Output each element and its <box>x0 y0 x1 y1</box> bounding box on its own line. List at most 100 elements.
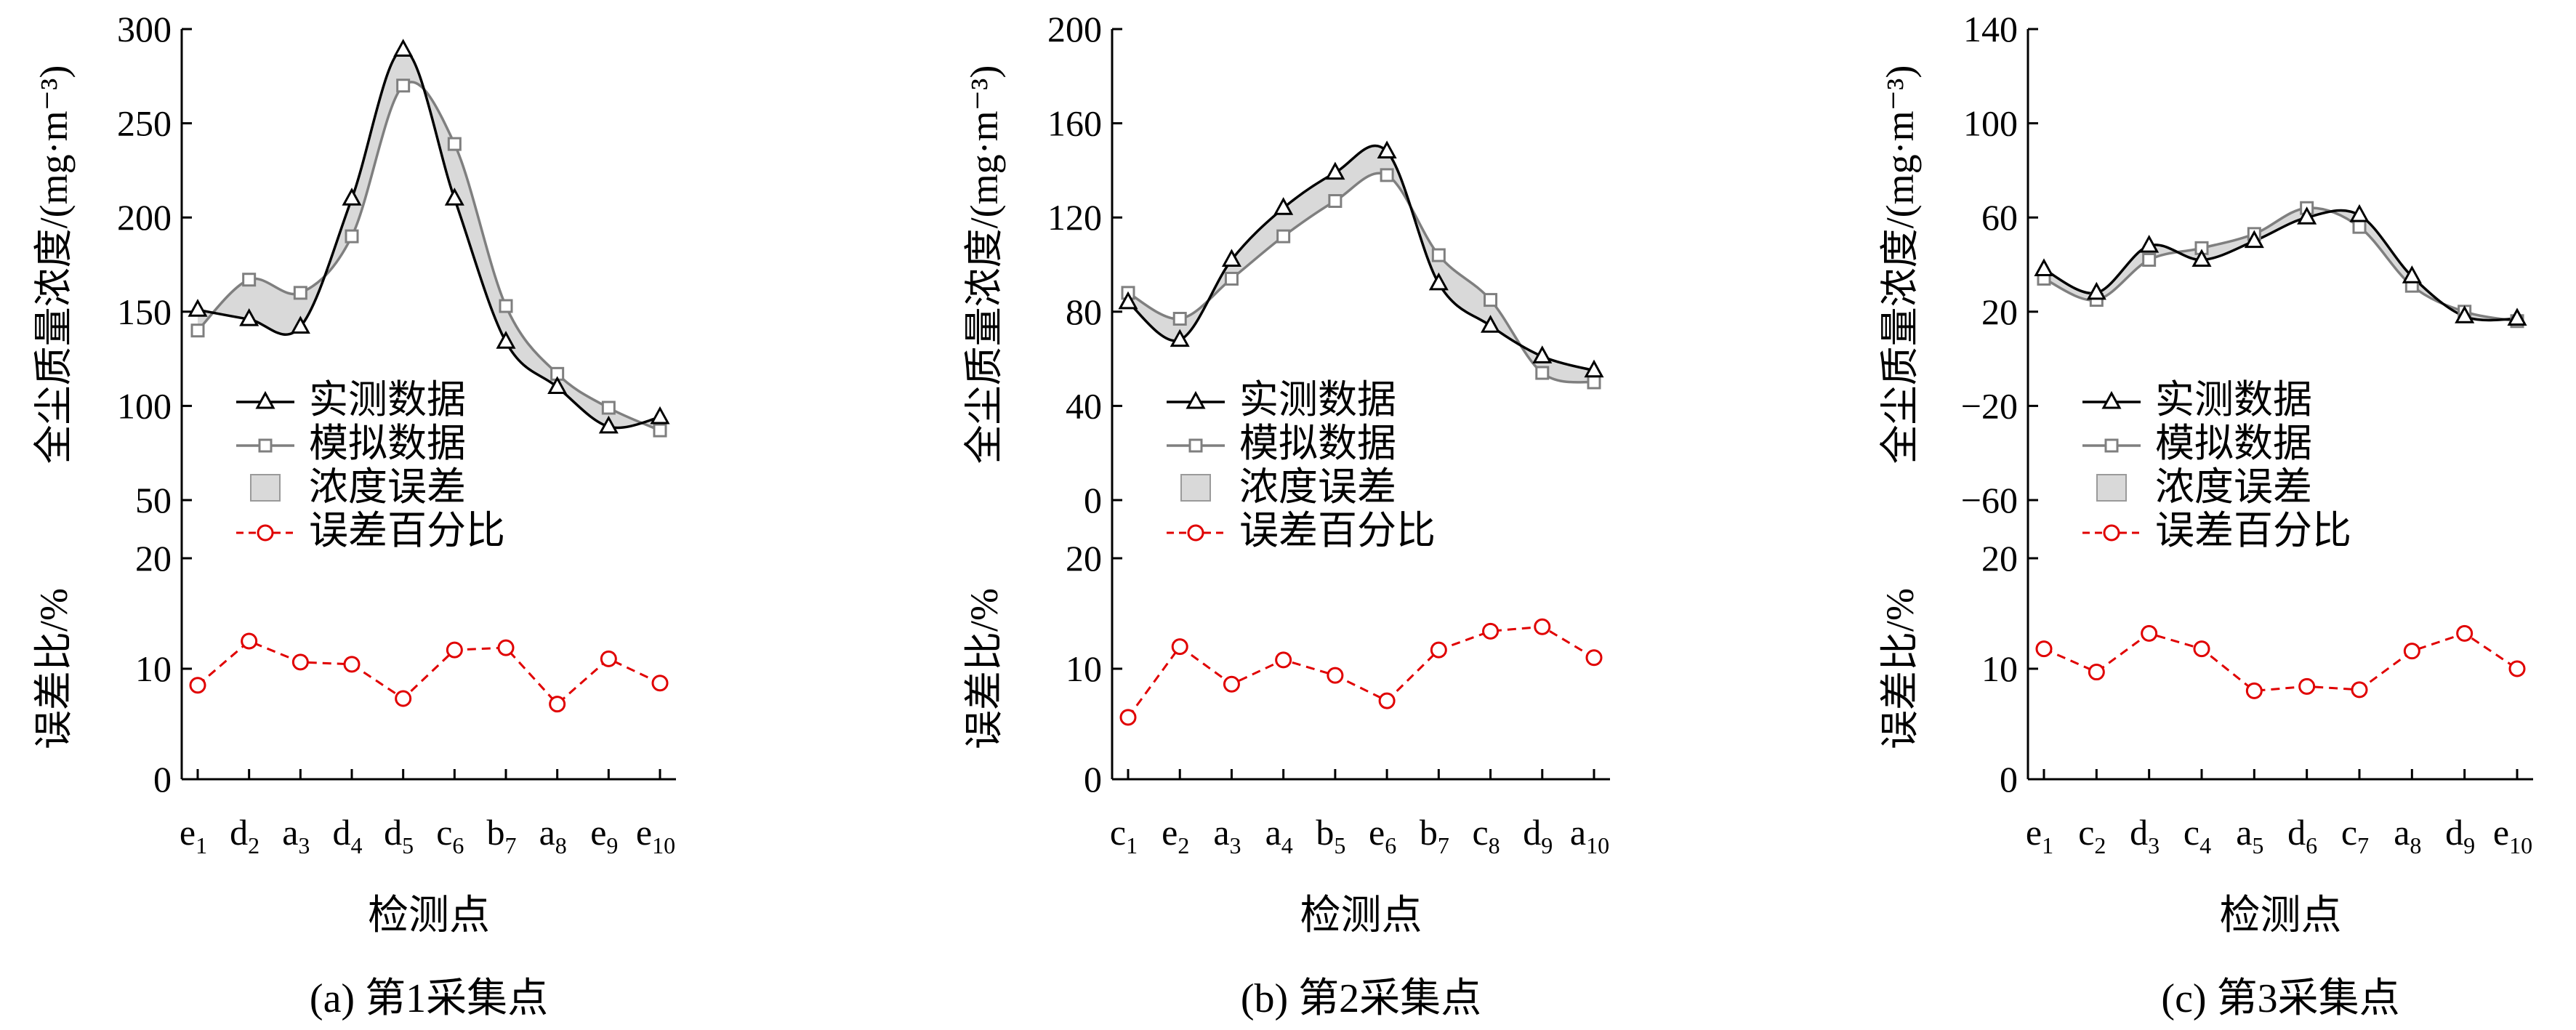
measured-point <box>239 308 259 326</box>
bottom-y-axis-title: 误差比/% <box>32 588 76 749</box>
bottom-y-axis-title: 误差比/% <box>1878 588 1922 749</box>
bottom-y-tick-label: 20 <box>1981 538 2018 579</box>
x-tick-label: d4 <box>333 812 363 858</box>
x-tick-label: e9 <box>590 812 618 858</box>
top-y-axis-title: 全尘质量浓度/(mg·m⁻³) <box>1878 65 1922 464</box>
measured-point <box>1273 197 1294 215</box>
percent-point <box>291 653 309 671</box>
legend-band-swatch <box>1180 474 1211 502</box>
measured-point <box>650 406 670 425</box>
percent-point <box>2141 624 2158 642</box>
x-tick-label: a3 <box>282 812 310 858</box>
measured-point <box>393 39 414 57</box>
bottom-y-tick-label: 0 <box>2000 759 2018 800</box>
x-tick-label: d3 <box>2130 812 2160 858</box>
percent-point <box>2298 677 2316 695</box>
top-y-tick-label: 100 <box>117 385 172 426</box>
top-y-tick-label: 200 <box>1047 9 1102 49</box>
legend-percent-label: 误差百分比 <box>2155 509 2351 552</box>
bottom-y-tick-label: 10 <box>135 648 172 689</box>
top-y-tick-label: 100 <box>1963 103 2018 144</box>
top-y-tick-label: 60 <box>1981 197 2018 238</box>
percent-point <box>1534 618 1551 635</box>
x-tick-label: a4 <box>1265 812 1293 858</box>
panel-caption: (b) 第2采集点 <box>1241 976 1481 1021</box>
simulated-point <box>1380 168 1394 182</box>
x-tick-label: c2 <box>2078 812 2106 858</box>
simulated-point <box>1587 375 1601 390</box>
x-tick-label: d9 <box>2445 812 2475 858</box>
x-tick-label: c1 <box>1110 812 1138 858</box>
measured-point <box>1118 291 1138 310</box>
x-tick-label: e1 <box>2026 812 2053 858</box>
measured-point <box>547 376 568 394</box>
x-tick-label: b7 <box>487 812 517 858</box>
measured-point <box>496 331 516 349</box>
percent-point <box>189 677 206 694</box>
x-tick-label: b7 <box>1420 812 1449 858</box>
top-y-tick-label: 0 <box>1084 480 1102 520</box>
percent-point <box>2508 660 2526 677</box>
legend-band-swatch <box>2096 474 2127 502</box>
legend-simulated-marker <box>1188 438 1203 453</box>
bottom-y-tick-label: 0 <box>153 759 172 800</box>
top-y-tick-label: 50 <box>135 480 172 520</box>
x-tick-label: e10 <box>2493 812 2532 858</box>
legend-simulated-label: 模拟数据 <box>1239 422 1396 465</box>
legend-percent-marker <box>257 524 274 542</box>
measured-point <box>1428 272 1449 291</box>
measured-point <box>1325 161 1345 180</box>
simulated-point <box>1535 366 1550 380</box>
legend-simulated-marker <box>2104 438 2119 453</box>
measured-point <box>2244 230 2264 249</box>
legend-band-label: 浓度误差 <box>2155 465 2312 509</box>
measured-series-line <box>1127 144 1595 372</box>
simulated-point <box>1484 293 1498 307</box>
percent-point <box>241 632 258 650</box>
x-tick-label: a8 <box>2394 812 2421 858</box>
legend-percent-label: 误差百分比 <box>1239 509 1436 552</box>
bottom-y-tick-label: 10 <box>1066 648 1102 689</box>
measured-point <box>1532 345 1553 363</box>
percent-series-line <box>1127 625 1595 718</box>
legend-percent-label: 误差百分比 <box>309 509 505 552</box>
simulated-point <box>190 323 205 338</box>
percent-point <box>2245 682 2263 699</box>
percent-point <box>1223 675 1240 693</box>
simulated-point <box>447 137 462 151</box>
top-y-tick-label: 140 <box>1963 9 2018 49</box>
legend-band-label: 浓度误差 <box>1239 465 1396 509</box>
x-tick-label: c4 <box>2183 812 2211 858</box>
percent-point <box>1378 692 1396 709</box>
legend-percent-marker <box>1187 524 1204 542</box>
top-y-tick-label: 250 <box>117 103 172 144</box>
x-tick-label: a5 <box>2236 812 2263 858</box>
x-tick-label: d9 <box>1523 812 1553 858</box>
top-y-tick-label: −60 <box>1961 480 2018 520</box>
legend-percent-marker <box>2103 524 2120 542</box>
top-y-tick-label: 80 <box>1066 291 1102 332</box>
x-tick-label: a8 <box>539 812 567 858</box>
x-tick-label: e6 <box>1369 812 1396 858</box>
legend-simulated-label: 模拟数据 <box>309 422 466 465</box>
measured-point <box>1377 140 1397 158</box>
percent-point <box>2035 640 2053 658</box>
percent-point <box>497 639 515 656</box>
percent-point <box>2351 681 2368 699</box>
percent-point <box>2456 624 2474 642</box>
percent-point <box>1482 622 1500 640</box>
measured-series-line <box>2043 209 2518 322</box>
percent-series-line <box>197 640 661 706</box>
percent-point <box>1119 709 1137 726</box>
x-axis-title: 检测点 <box>368 893 490 938</box>
simulated-point <box>1276 229 1291 244</box>
x-tick-label: d5 <box>384 812 414 858</box>
percent-point <box>395 690 412 707</box>
legend-band-label: 浓度误差 <box>309 465 466 509</box>
percent-point <box>2193 640 2210 658</box>
percent-point <box>2403 643 2420 660</box>
legend-band-swatch <box>250 474 281 502</box>
